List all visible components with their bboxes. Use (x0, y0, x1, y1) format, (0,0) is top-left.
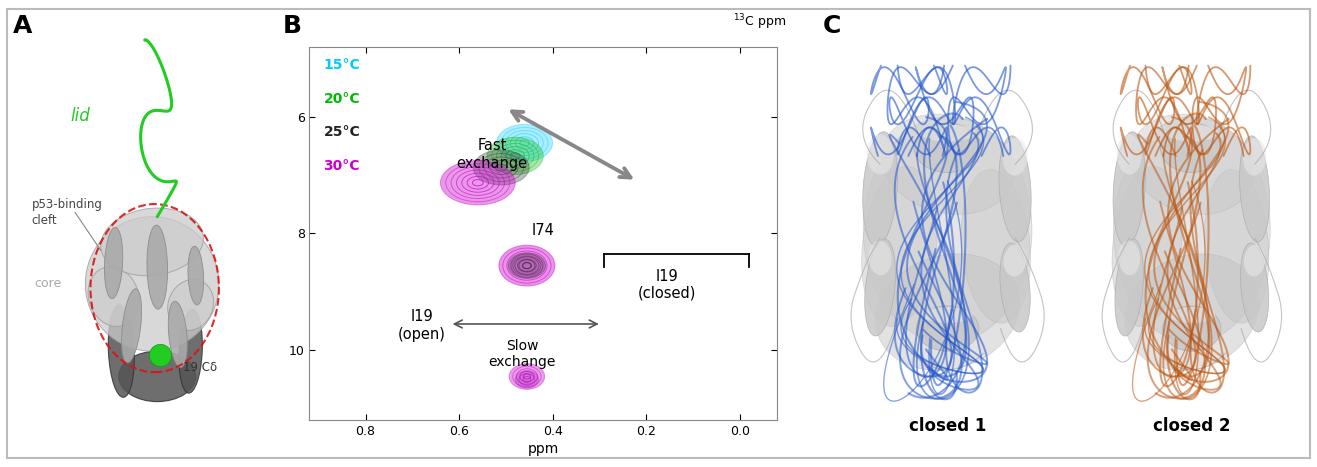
Ellipse shape (1245, 244, 1266, 276)
Ellipse shape (169, 301, 187, 368)
X-axis label: ppm: ppm (528, 442, 558, 456)
Text: core: core (34, 277, 61, 290)
Text: 20°C: 20°C (324, 92, 360, 106)
Text: C: C (823, 14, 842, 38)
Ellipse shape (487, 137, 544, 175)
Ellipse shape (497, 124, 553, 162)
Text: $^{13}$C ppm: $^{13}$C ppm (734, 12, 786, 32)
Text: I19
(closed): I19 (closed) (637, 269, 697, 301)
Ellipse shape (876, 254, 1019, 370)
Ellipse shape (861, 166, 938, 326)
Ellipse shape (1130, 114, 1254, 214)
Ellipse shape (863, 117, 1033, 343)
Ellipse shape (499, 245, 554, 286)
Text: p53-binding
cleft: p53-binding cleft (32, 198, 103, 227)
Ellipse shape (1004, 244, 1026, 276)
Ellipse shape (1160, 123, 1223, 172)
Text: B: B (283, 14, 302, 38)
Ellipse shape (121, 289, 142, 363)
Text: A: A (13, 14, 33, 38)
Ellipse shape (865, 239, 896, 336)
Ellipse shape (510, 364, 545, 389)
Ellipse shape (914, 123, 981, 172)
Ellipse shape (1117, 134, 1142, 175)
Ellipse shape (881, 114, 1014, 214)
Text: Slow
exchange: Slow exchange (489, 339, 556, 369)
Text: 25°C: 25°C (324, 125, 361, 139)
Ellipse shape (1112, 166, 1183, 326)
Text: I74: I74 (532, 223, 554, 238)
Text: lid: lid (70, 107, 90, 125)
Ellipse shape (1113, 132, 1146, 246)
Ellipse shape (108, 305, 134, 397)
Text: 19 Cδ: 19 Cδ (183, 361, 217, 375)
Text: closed 2: closed 2 (1154, 417, 1230, 435)
Ellipse shape (88, 267, 140, 326)
Ellipse shape (1243, 138, 1266, 176)
Text: 30°C: 30°C (324, 159, 360, 173)
Ellipse shape (867, 134, 893, 175)
Ellipse shape (508, 253, 545, 278)
Ellipse shape (515, 371, 539, 388)
Ellipse shape (1205, 170, 1268, 323)
Ellipse shape (1239, 136, 1270, 242)
Ellipse shape (1125, 254, 1259, 370)
Ellipse shape (148, 225, 167, 309)
Ellipse shape (1168, 307, 1216, 323)
Ellipse shape (101, 208, 203, 276)
Ellipse shape (1167, 124, 1217, 142)
Ellipse shape (922, 307, 973, 323)
Ellipse shape (1000, 243, 1030, 332)
Text: Fast
exchange: Fast exchange (456, 139, 527, 171)
Ellipse shape (86, 217, 219, 351)
Text: 15°C: 15°C (324, 58, 361, 72)
Text: I19
(open): I19 (open) (398, 309, 445, 342)
Ellipse shape (1113, 117, 1270, 343)
Ellipse shape (440, 161, 515, 205)
Text: closed 1: closed 1 (909, 417, 986, 435)
Ellipse shape (1002, 138, 1027, 176)
Ellipse shape (921, 124, 975, 142)
Ellipse shape (1241, 243, 1268, 332)
Ellipse shape (1163, 306, 1221, 351)
Ellipse shape (119, 351, 196, 402)
Ellipse shape (179, 309, 203, 393)
Ellipse shape (1118, 241, 1141, 275)
Ellipse shape (961, 170, 1030, 323)
Ellipse shape (1115, 239, 1143, 336)
Ellipse shape (167, 279, 213, 331)
Ellipse shape (188, 246, 204, 305)
Ellipse shape (473, 150, 529, 185)
Ellipse shape (104, 227, 122, 298)
Ellipse shape (863, 132, 897, 246)
Ellipse shape (917, 306, 979, 351)
Ellipse shape (1000, 136, 1031, 242)
Ellipse shape (869, 241, 892, 275)
